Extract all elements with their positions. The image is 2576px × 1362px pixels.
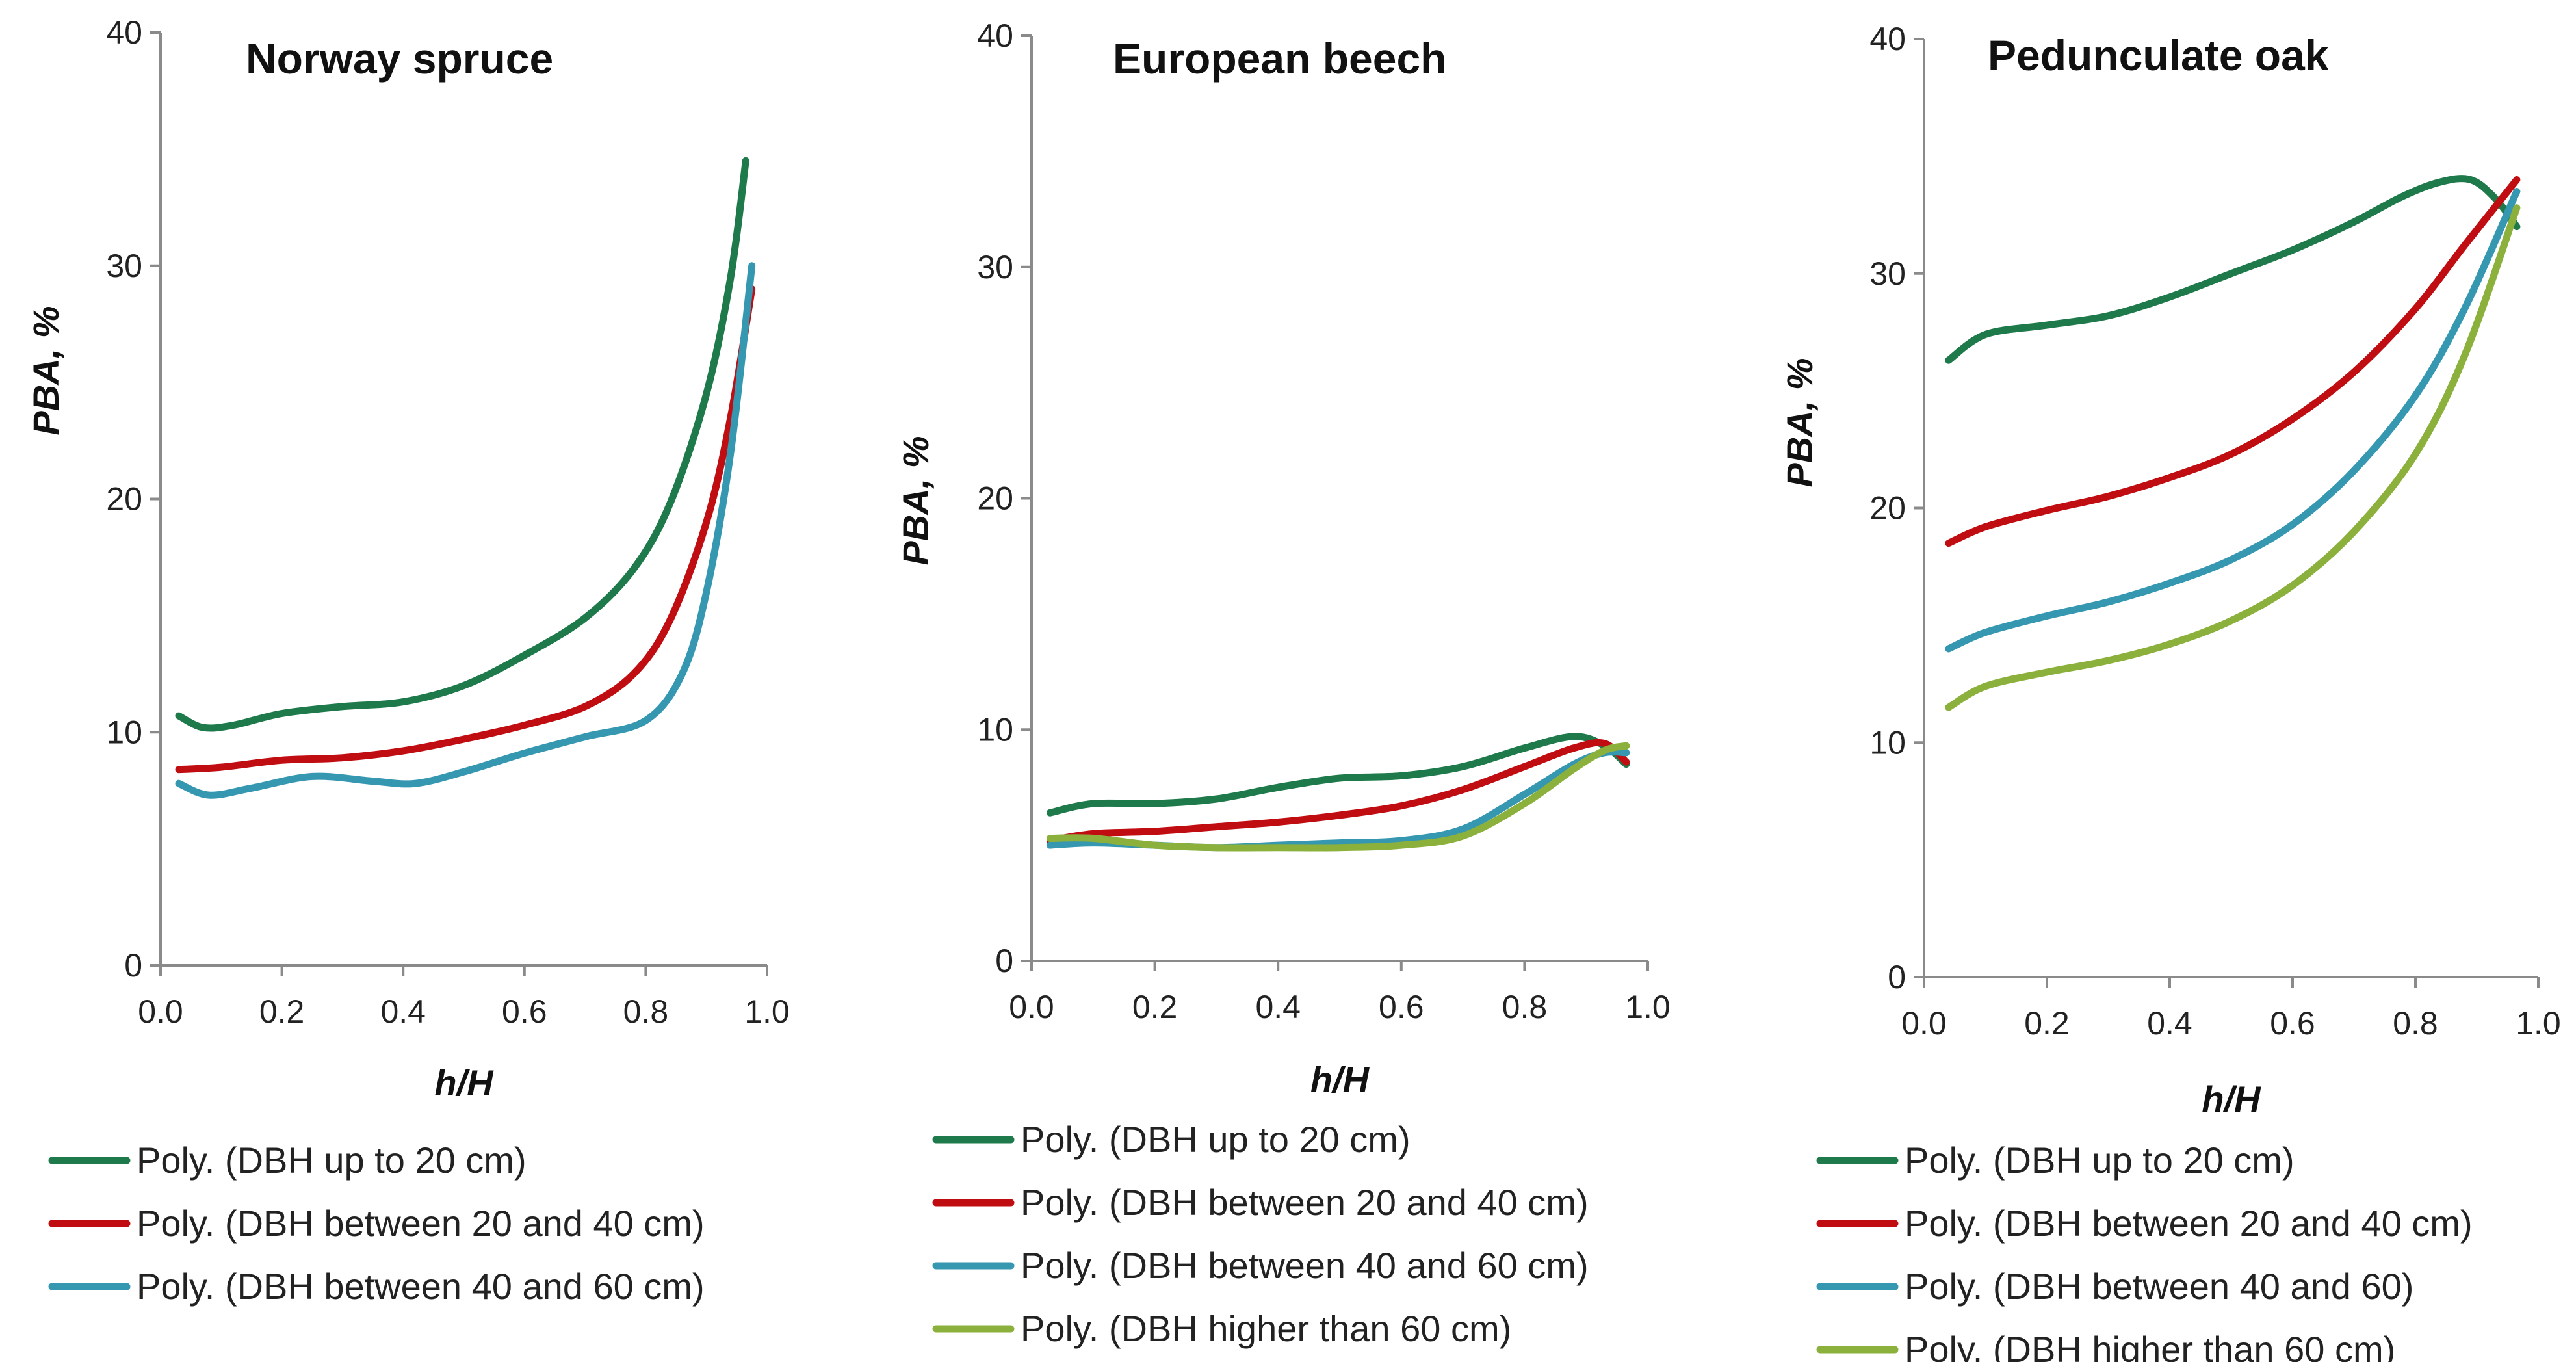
x-tick-label: 1.0 bbox=[1625, 989, 1671, 1025]
x-tick-label: 1.0 bbox=[2516, 1005, 2561, 1041]
legend-entry-label: Poly. (DBH up to 20 cm) bbox=[137, 1140, 527, 1181]
series-line-dbh_20_40 bbox=[1945, 176, 2521, 547]
y-tick-label: 0 bbox=[995, 943, 1013, 979]
y-axis-label: PBA, % bbox=[1779, 358, 1820, 487]
x-tick-label: 0.4 bbox=[1255, 989, 1301, 1025]
x-tick-label: 0.4 bbox=[380, 993, 426, 1030]
y-axis-label: PBA, % bbox=[895, 436, 936, 565]
y-tick-label: 0 bbox=[1888, 959, 1906, 995]
y-axis-label: PBA, % bbox=[25, 306, 66, 435]
x-tick-label: 0.8 bbox=[1502, 989, 1548, 1025]
x-tick-label: 1.0 bbox=[744, 993, 790, 1030]
y-tick-label: 10 bbox=[977, 711, 1013, 748]
legend-entry-label: Poly. (DBH between 40 and 60 cm) bbox=[137, 1266, 705, 1307]
series-line-dbh_up_to_20 bbox=[1945, 175, 2521, 364]
x-tick-label: 0.4 bbox=[2147, 1005, 2192, 1041]
panel-2: 0 10 20 30 40 0.0 0.2 0.4 0.6 0.8 1.0 European beec… bbox=[895, 18, 1671, 1349]
x-tick-label: 0.8 bbox=[2393, 1005, 2438, 1041]
x-tick-label: 0.0 bbox=[1009, 989, 1054, 1025]
x-tick-label: 0.2 bbox=[2024, 1005, 2070, 1041]
y-tick-label: 10 bbox=[106, 714, 142, 750]
chart-title: Norway spruce bbox=[246, 34, 553, 83]
x-tick-label: 0.8 bbox=[623, 993, 669, 1030]
y-tick-label: 20 bbox=[106, 481, 142, 517]
legend-entry-label: Poly. (DBH up to 20 cm) bbox=[1905, 1140, 2295, 1181]
legend-entry-label: Poly. (DBH between 40 and 60) bbox=[1905, 1266, 2413, 1307]
y-tick-label: 20 bbox=[977, 480, 1013, 517]
legend-entry-label: Poly. (DBH between 20 and 40 cm) bbox=[137, 1203, 705, 1244]
y-tick-label: 30 bbox=[106, 248, 142, 284]
series-line-dbh_over_60 bbox=[1945, 204, 2521, 711]
y-tick-label: 40 bbox=[1869, 21, 1906, 57]
y-tick-label: 40 bbox=[106, 14, 142, 51]
legend-entry-label: Poly. (DBH higher than 60 cm) bbox=[1905, 1329, 2395, 1362]
x-axis-label: h/H bbox=[2202, 1079, 2261, 1120]
chart-title: European beech bbox=[1113, 34, 1446, 83]
legend-entry-label: Poly. (DBH up to 20 cm) bbox=[1021, 1119, 1411, 1160]
series-line-dbh_over_60 bbox=[1046, 742, 1630, 852]
x-tick-label: 0.6 bbox=[502, 993, 547, 1030]
panel-1: 0 10 20 30 40 0.0 0.2 0.4 0.6 0.8 1.0 Norway spruce… bbox=[25, 14, 790, 1307]
x-tick-label: 0.2 bbox=[259, 993, 305, 1030]
y-tick-label: 40 bbox=[977, 18, 1013, 54]
series-line-dbh_20_40 bbox=[175, 285, 756, 774]
legend-entry-label: Poly. (DBH higher than 60 cm) bbox=[1021, 1308, 1511, 1349]
x-tick-label: 0.0 bbox=[138, 993, 183, 1030]
y-tick-label: 0 bbox=[124, 947, 142, 984]
legend-entry-label: Poly. (DBH between 40 and 60 cm) bbox=[1021, 1245, 1589, 1286]
x-tick-label: 0.0 bbox=[1901, 1005, 1947, 1041]
y-tick-label: 30 bbox=[977, 249, 1013, 285]
series-line-dbh_up_to_20 bbox=[1046, 733, 1630, 817]
legend-entry-label: Poly. (DBH between 20 and 40 cm) bbox=[1905, 1203, 2473, 1244]
x-axis-label: h/H bbox=[434, 1062, 494, 1103]
y-tick-label: 20 bbox=[1869, 490, 1906, 527]
x-tick-label: 0.2 bbox=[1132, 989, 1178, 1025]
series-line-dbh_up_to_20 bbox=[175, 157, 749, 732]
y-tick-label: 10 bbox=[1869, 724, 1906, 761]
panel-3: 0 10 20 30 40 0.0 0.2 0.4 0.6 0.8 1.0 Pedunculate o… bbox=[1779, 21, 2561, 1362]
x-tick-label: 0.6 bbox=[2270, 1005, 2315, 1041]
x-axis-label: h/H bbox=[1310, 1059, 1370, 1100]
y-tick-label: 30 bbox=[1869, 255, 1906, 292]
series-line-dbh_40_60 bbox=[175, 262, 756, 799]
legend-entry-label: Poly. (DBH between 20 and 40 cm) bbox=[1021, 1182, 1589, 1223]
series-line-dbh_20_40 bbox=[1046, 739, 1630, 845]
chart-title: Pedunculate oak bbox=[1988, 31, 2329, 79]
x-tick-label: 0.6 bbox=[1379, 989, 1424, 1025]
series-line-dbh_40_60 bbox=[1945, 188, 2521, 653]
